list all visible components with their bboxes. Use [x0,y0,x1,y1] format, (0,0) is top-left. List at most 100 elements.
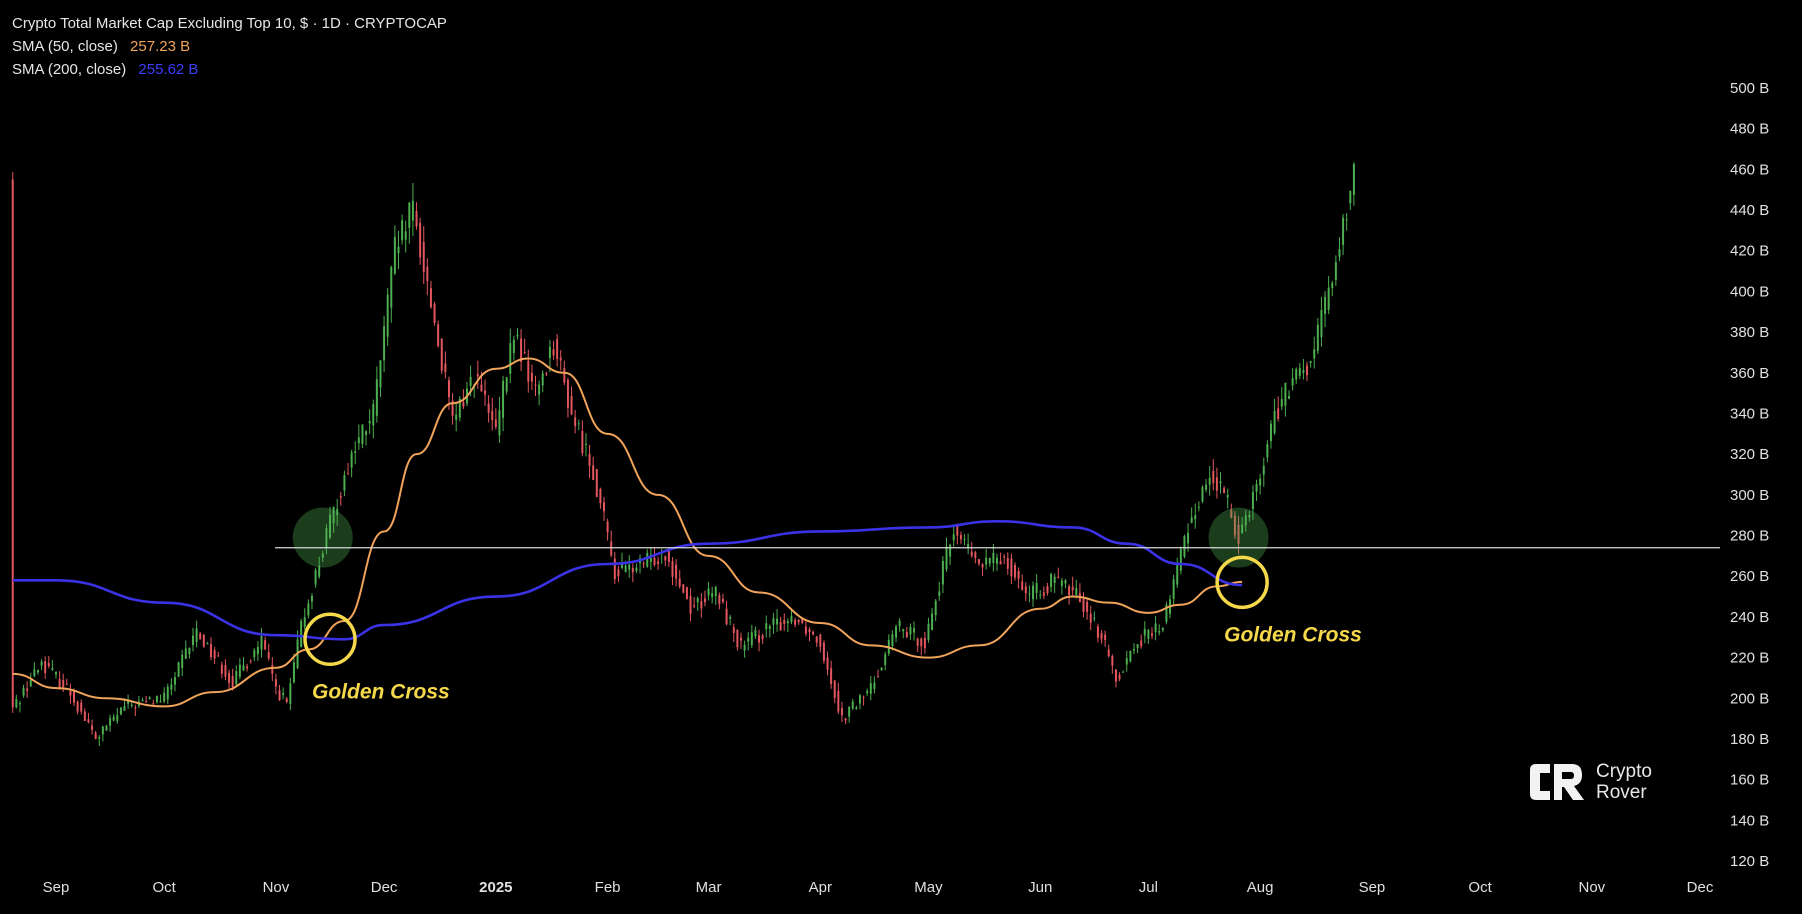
candle [866,688,869,697]
chart-legend: Crypto Total Market Cap Excluding Top 10… [12,12,447,81]
candle [238,658,241,680]
candle [826,651,829,676]
candle [80,699,83,715]
candle [703,590,706,607]
candle [988,557,991,567]
candle [1190,507,1193,524]
candle [833,680,836,704]
candle [873,676,876,694]
candle [902,628,905,639]
candle [949,543,952,566]
candle [559,350,562,371]
candle [985,549,988,570]
candle [1100,630,1103,644]
candle [1032,581,1035,607]
candle [1212,458,1215,491]
candle [184,640,187,660]
legend-sma50-row[interactable]: SMA (50, close) 257.23 B [12,35,447,58]
y-tick-label: 240 B [1730,609,1769,626]
candle [963,534,966,546]
x-axis: Sep Oct Nov Dec 2025 Feb Mar Apr May Jun Jul Aug Sep… [43,879,1714,896]
candle [714,585,717,605]
candle [163,687,166,704]
candle [534,375,537,396]
candle [101,725,104,742]
candle [1071,576,1074,597]
candle [386,288,389,346]
candle [11,172,14,713]
candle [657,556,660,570]
candle [1140,634,1143,649]
candle [1233,510,1236,539]
candle [541,370,544,393]
candle [429,280,432,309]
legend-sma200-row[interactable]: SMA (200, close) 255.62 B [12,58,447,81]
candle [47,656,50,669]
candle [581,420,584,457]
candle [887,634,890,657]
candle [1010,553,1013,585]
candle [635,563,638,574]
candle [1151,627,1153,640]
candle [491,397,494,431]
candle [538,380,541,406]
candle [1053,573,1056,593]
candle [1327,276,1330,315]
candle [213,646,216,665]
candle [927,617,930,643]
candle [840,701,843,722]
candle [1057,567,1060,579]
y-tick-label: 260 B [1730,568,1769,585]
candle [613,552,616,584]
candle [920,637,923,656]
x-tick-label: Apr [809,879,832,896]
candle [851,698,854,710]
candle [368,409,371,435]
candle [1086,597,1089,620]
candle [1345,213,1348,231]
candle [974,550,977,564]
x-tick-label: Sep [1359,879,1386,896]
x-tick-label: Oct [152,879,176,896]
candle [1176,557,1179,588]
candle [188,647,191,659]
x-tick-label: Jun [1028,879,1052,896]
candle [411,182,414,236]
candle [292,653,295,684]
candle [372,399,375,439]
golden-cross-marker [303,612,357,667]
candle [307,599,310,619]
candle [1320,296,1323,347]
candle [797,619,800,625]
candle [707,581,710,601]
candle [523,338,526,355]
candle [170,678,173,696]
candle [812,630,815,636]
candle [1215,467,1218,499]
candle [923,631,926,654]
candle [1118,672,1121,682]
candle [76,700,79,715]
y-tick-label: 180 B [1730,731,1769,748]
candle [1147,628,1150,644]
candle [15,694,18,709]
candle [300,618,303,648]
candle [1064,578,1067,589]
candle [509,328,512,384]
candle [1060,578,1063,595]
candle [1316,318,1319,355]
crypto-rover-logo-icon [1530,764,1584,800]
sma200-label: SMA (200, close) [12,61,127,78]
candle [700,593,703,618]
x-tick-label: Oct [1468,879,1492,896]
candle [1158,624,1161,636]
candle [992,544,995,572]
x-tick-label: Feb [595,879,621,896]
candle [271,657,274,682]
y-tick-label: 340 B [1730,405,1769,422]
candle [246,663,249,672]
candle [357,424,360,450]
candle [819,633,822,653]
candle [231,668,234,691]
